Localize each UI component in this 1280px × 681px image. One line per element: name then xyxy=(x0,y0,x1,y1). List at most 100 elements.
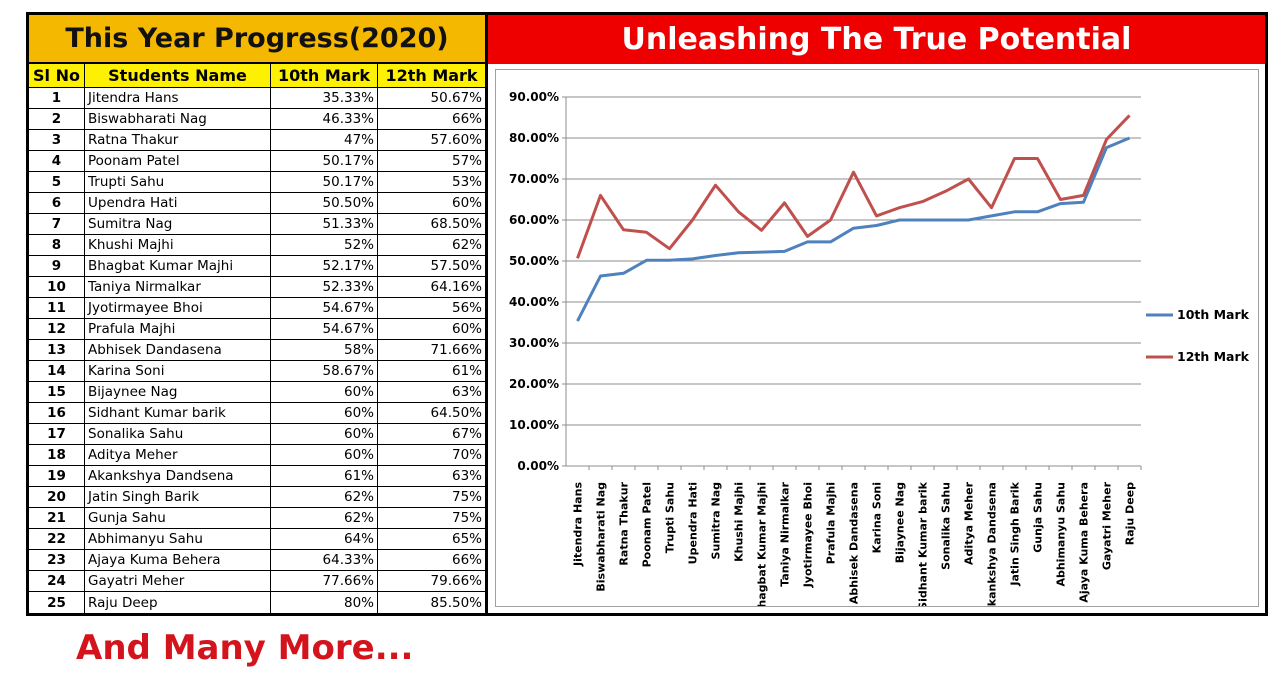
table-row: 18 Aditya Meher 60% 70% xyxy=(29,445,485,466)
cell-12th-mark: 62% xyxy=(451,237,482,253)
table-title: This Year Progress(2020) xyxy=(29,15,485,64)
table-row: 19 Akankshya Dandsena 61% 63% xyxy=(29,466,485,487)
table-body: 1 Jitendra Hans 35.33% 50.67% 2 Biswabharati … xyxy=(29,88,485,613)
table-row: 9 Bhagbat Kumar Majhi 52.17% 57.50% xyxy=(29,256,485,277)
cell-10th-mark: 54.67% xyxy=(271,298,378,318)
cell-sl-no: 23 xyxy=(29,550,85,570)
cell-10th-mark: 52% xyxy=(271,235,378,255)
cell-sl-no: 14 xyxy=(29,361,85,381)
cell-student-name: Aditya Meher xyxy=(85,445,271,465)
cell-student-name: Jitendra Hans xyxy=(85,88,271,108)
cell-sl-no: 19 xyxy=(29,466,85,486)
x-category-label: Trupti Sahu xyxy=(664,482,677,553)
x-category-label: Khushi Majhi xyxy=(733,482,746,562)
y-tick-label: 10.00% xyxy=(509,418,559,432)
x-category-label: Karina Soni xyxy=(871,482,884,553)
table-row: 22 Abhimanyu Sahu 64% 65% xyxy=(29,529,485,550)
cell-10th-mark: 80% xyxy=(271,592,378,613)
header-student-name: Students Name xyxy=(85,64,271,87)
cell-student-name: Khushi Majhi xyxy=(85,235,271,255)
cell-12th-mark: 70% xyxy=(451,447,482,463)
cell-10th-mark: 50.17% xyxy=(271,172,378,192)
cell-10th-mark: 51.33% xyxy=(271,214,378,234)
cell-10th-mark: 77.66% xyxy=(271,571,378,591)
x-category-label: Sidhant Kumar barik xyxy=(917,481,930,606)
cell-student-name: Bhagbat Kumar Majhi xyxy=(85,256,271,276)
cell-12th-mark: 56% xyxy=(451,300,482,316)
cell-sl-no: 1 xyxy=(29,88,85,108)
cell-sl-no: 21 xyxy=(29,508,85,528)
cell-sl-no: 5 xyxy=(29,172,85,192)
cell-sl-no: 20 xyxy=(29,487,85,507)
cell-12th-mark: 63% xyxy=(451,468,482,484)
cell-12th-mark: 67% xyxy=(451,426,482,442)
y-tick-label: 40.00% xyxy=(509,295,559,309)
chart-title: Unleashing The True Potential xyxy=(488,15,1265,64)
x-category-label: Sumitra Nag xyxy=(710,482,723,559)
cell-sl-no: 7 xyxy=(29,214,85,234)
cell-12th-mark: 64.16% xyxy=(430,279,482,295)
cell-10th-mark: 62% xyxy=(271,487,378,507)
cell-sl-no: 2 xyxy=(29,109,85,129)
y-tick-label: 20.00% xyxy=(509,377,559,391)
y-tick-label: 60.00% xyxy=(509,213,559,227)
cell-student-name: Raju Deep xyxy=(85,592,271,613)
chart-panel: Unleashing The True Potential 0.00% 10.00… xyxy=(488,15,1265,613)
cell-student-name: Abhisek Dandasena xyxy=(85,340,271,360)
x-category-label: Abhisek Dandasena xyxy=(848,482,861,604)
cell-student-name: Ajaya Kuma Behera xyxy=(85,550,271,570)
cell-12th-mark: 63% xyxy=(451,384,482,400)
cell-student-name: Abhimanyu Sahu xyxy=(85,529,271,549)
cell-student-name: Biswabharati Nag xyxy=(85,109,271,129)
cell-student-name: Sumitra Nag xyxy=(85,214,271,234)
cell-10th-mark: 52.33% xyxy=(271,277,378,297)
x-category-label: Jyotirmayee Bhoi xyxy=(802,482,815,588)
cell-student-name: Bijaynee Nag xyxy=(85,382,271,402)
cell-12th-mark: 61% xyxy=(451,363,482,379)
table-row: 24 Gayatri Meher 77.66% 79.66% xyxy=(29,571,485,592)
cell-12th-mark: 50.67% xyxy=(430,90,482,106)
cell-10th-mark: 60% xyxy=(271,403,378,423)
table-row: 11 Jyotirmayee Bhoi 54.67% 56% xyxy=(29,298,485,319)
table-row: 1 Jitendra Hans 35.33% 50.67% xyxy=(29,88,485,109)
cell-student-name: Trupti Sahu xyxy=(85,172,271,192)
x-category-label: Biswabharati Nag xyxy=(595,482,608,592)
footer-text: And Many More... xyxy=(76,628,414,668)
x-category-label: Gayatri Meher xyxy=(1101,481,1114,570)
series-line-12th-mark xyxy=(576,114,1131,259)
cell-sl-no: 22 xyxy=(29,529,85,549)
table-row: 7 Sumitra Nag 51.33% 68.50% xyxy=(29,214,485,235)
table-row: 16 Sidhant Kumar barik 60% 64.50% xyxy=(29,403,485,424)
x-category-label: Upendra Hati xyxy=(687,482,700,564)
cell-sl-no: 18 xyxy=(29,445,85,465)
y-tick-label: 50.00% xyxy=(509,254,559,268)
cell-12th-mark: 75% xyxy=(451,510,482,526)
cell-12th-mark: 53% xyxy=(451,174,482,190)
cell-student-name: Gayatri Meher xyxy=(85,571,271,591)
table-row: 4 Poonam Patel 50.17% 57% xyxy=(29,151,485,172)
cell-student-name: Poonam Patel xyxy=(85,151,271,171)
y-tick-label: 70.00% xyxy=(509,172,559,186)
report-frame: This Year Progress(2020) Sl No Students … xyxy=(26,12,1268,616)
cell-10th-mark: 60% xyxy=(271,424,378,444)
cell-10th-mark: 46.33% xyxy=(271,109,378,129)
cell-12th-mark: 60% xyxy=(451,321,482,337)
cell-sl-no: 10 xyxy=(29,277,85,297)
cell-student-name: Ratna Thakur xyxy=(85,130,271,150)
y-tick-label: 30.00% xyxy=(509,336,559,350)
cell-10th-mark: 64.33% xyxy=(271,550,378,570)
cell-12th-mark: 64.50% xyxy=(430,405,482,421)
cell-12th-mark: 65% xyxy=(451,531,482,547)
cell-sl-no: 13 xyxy=(29,340,85,360)
legend-label: 12th Mark xyxy=(1177,349,1250,364)
cell-10th-mark: 60% xyxy=(271,382,378,402)
table-header-row: Sl No Students Name 10th Mark 12th Mark xyxy=(29,64,485,88)
cell-student-name: Upendra Hati xyxy=(85,193,271,213)
x-category-label: Jitendra Hans xyxy=(572,482,585,567)
chart-svg: 0.00% 10.00% 20.00% 30.00% 40.00% 50.00% 60.00… xyxy=(509,90,1250,606)
table-row: 23 Ajaya Kuma Behera 64.33% 66% xyxy=(29,550,485,571)
table-row: 25 Raju Deep 80% 85.50% xyxy=(29,592,485,613)
cell-student-name: Jyotirmayee Bhoi xyxy=(85,298,271,318)
x-category-label: Raju Deep xyxy=(1124,482,1137,545)
table-row: 6 Upendra Hati 50.50% 60% xyxy=(29,193,485,214)
